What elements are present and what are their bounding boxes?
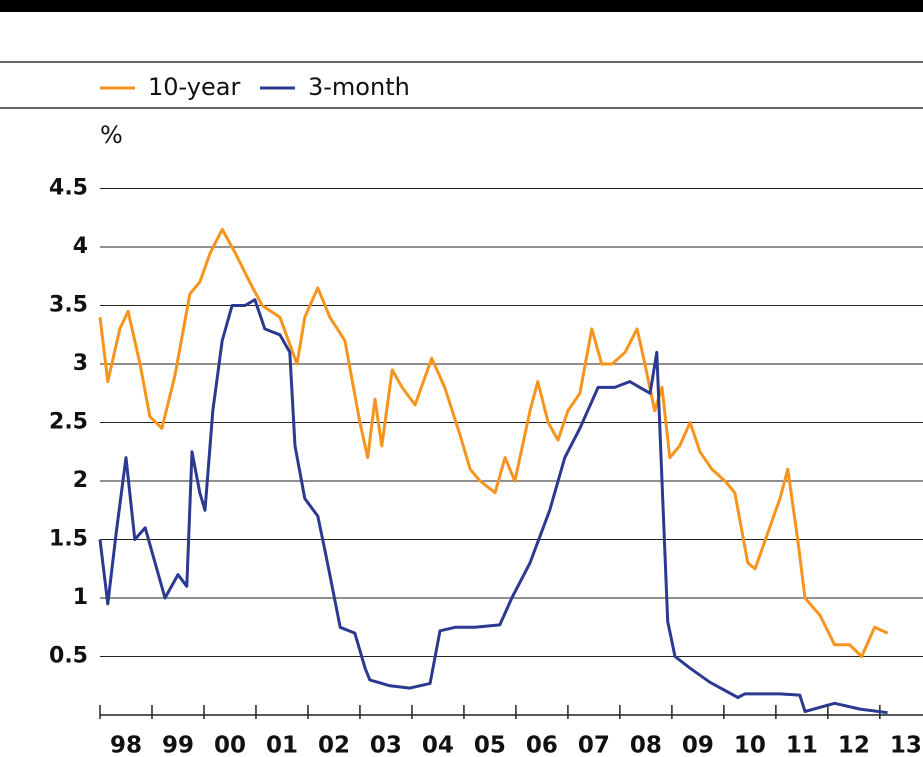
x-tick-label: 01 (266, 733, 298, 757)
x-tick-label: 06 (526, 733, 558, 757)
y-tick-label: 3.5 (49, 293, 88, 318)
y-tick-label: 1 (73, 585, 88, 610)
x-tick-label: 02 (318, 733, 350, 757)
x-tick-label: 98 (110, 733, 142, 757)
x-tick-label: 11 (786, 733, 818, 757)
top-bar (0, 0, 923, 12)
x-tick-label: 08 (630, 733, 662, 757)
x-tick-label: 04 (422, 733, 454, 757)
legend-label: 10-year (148, 73, 240, 101)
legend-label: 3-month (308, 73, 410, 101)
y-tick-label: 2.5 (49, 410, 88, 435)
x-tick-label: 03 (370, 733, 402, 757)
y-tick-label: 2 (73, 468, 88, 493)
x-tick-label: 13 (890, 733, 922, 757)
x-tick-label: 99 (162, 733, 194, 757)
series-line (98, 298, 888, 715)
x-tick-label: 10 (734, 733, 766, 757)
x-tick-label: 09 (682, 733, 714, 757)
x-tick-label: 00 (214, 733, 246, 757)
y-tick-label: 3 (73, 351, 88, 376)
x-tick-label: 05 (474, 733, 506, 757)
y-tick-label: 1.5 (49, 527, 88, 552)
y-tick-label: 4.5 (49, 176, 88, 201)
x-tick-label: 07 (578, 733, 610, 757)
y-tick-label: 0.5 (49, 644, 88, 669)
y-tick-label: 4 (73, 234, 88, 259)
y-axis-label: % (100, 121, 123, 149)
x-tick-label: 12 (838, 733, 870, 757)
series-line (98, 227, 889, 658)
